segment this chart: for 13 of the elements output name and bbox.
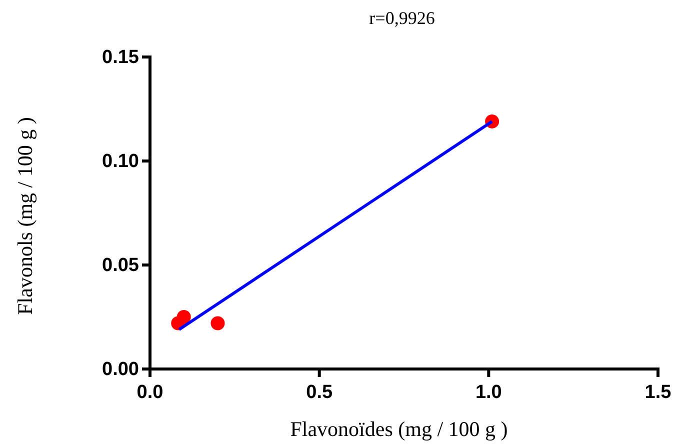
y-tick-label: 0.00	[102, 359, 139, 380]
y-tick-label: 0.05	[102, 255, 140, 276]
y-tick-label: 0.15	[102, 47, 140, 68]
chart-title: r=0,9926	[369, 8, 435, 28]
x-axis-title: Flavonoïdes (mg / 100 g )	[290, 417, 508, 441]
x-tick-label: 0.5	[306, 382, 333, 404]
point	[210, 316, 225, 330]
x-tick-label: 1.0	[475, 382, 502, 404]
y-tick-label: 0.10	[102, 151, 139, 172]
x-tick-label: 0.0	[136, 382, 164, 404]
point	[176, 310, 191, 324]
y-axis-title: Flavonols (mg / 100 g )	[13, 117, 37, 315]
x-tick-label: 1.5	[644, 382, 672, 404]
